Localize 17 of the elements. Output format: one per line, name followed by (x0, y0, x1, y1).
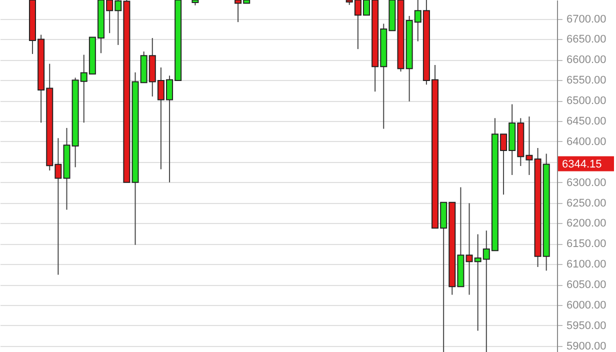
y-tick-label: 6400.00 (566, 136, 606, 148)
y-tick-label: 6450.00 (566, 116, 606, 128)
y-tick-label: 6550.00 (566, 74, 606, 87)
y-tick-label: 6150.00 (566, 238, 606, 250)
y-tick-label: 6100.00 (566, 258, 606, 271)
y-tick-label: 6650.00 (566, 34, 606, 46)
y-tick-label: 6050.00 (566, 279, 606, 292)
y-tick-label: 5950.00 (566, 320, 606, 332)
y-tick-label: 6250.00 (566, 197, 606, 210)
text: 6344.15 (562, 158, 602, 170)
y-tick-label: 6200.00 (566, 218, 606, 230)
y-tick-label: 5900.00 (566, 340, 606, 352)
y-tick-label: 6500.00 (566, 95, 606, 108)
y-tick-label: 6000.00 (566, 299, 606, 312)
y-tick-label: 6700.00 (566, 13, 606, 26)
y-tick-label: 6300.00 (566, 176, 606, 189)
y-tick-label: 6600.00 (566, 54, 606, 66)
